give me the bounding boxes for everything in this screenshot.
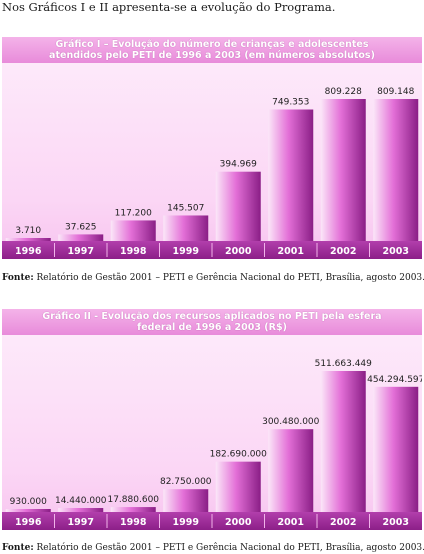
x-tick-label-2000: 2000 (225, 517, 252, 528)
x-tick-label-1996: 1996 (15, 517, 42, 528)
bar-2000 (215, 461, 261, 512)
x-tick-label-1996: 1996 (15, 246, 42, 257)
value-label-2002: 809.228 (325, 87, 362, 97)
x-tick-label-1997: 1997 (68, 517, 94, 528)
value-label-1999: 82.750.000 (160, 477, 212, 487)
source-text: Relatório de Gestão 2001 – PETI e Gerênc… (33, 543, 424, 553)
chart-1-source: Fonte: Relatório de Gestão 2001 – PETI e… (2, 270, 424, 284)
value-label-2003: 809.148 (377, 87, 414, 97)
value-label-1997: 14.440.000 (55, 496, 107, 506)
x-tick-label-2001: 2001 (278, 246, 304, 257)
bar-2000 (215, 171, 261, 241)
source-label: Fonte: (2, 543, 34, 553)
bar-1997 (58, 508, 104, 512)
x-tick-label-1998: 1998 (120, 517, 147, 528)
chart-2-title-line-1: Gráfico II - Evolução dos recursos aplic… (42, 311, 382, 322)
x-tick-label-2001: 2001 (278, 517, 304, 528)
bar-2001 (268, 109, 314, 241)
value-label-2000: 394.969 (220, 160, 257, 170)
value-label-2001: 300.480.000 (262, 417, 320, 427)
value-label-1998: 117.200 (115, 208, 152, 218)
chart-2-source: Fonte: Relatório de Gestão 2001 – PETI e… (2, 540, 424, 554)
bar-2003 (373, 99, 419, 241)
x-tick-label-1999: 1999 (173, 517, 199, 528)
bar-1998 (110, 220, 156, 241)
x-tick-label-2003: 2003 (383, 517, 409, 528)
source-label: Fonte: (2, 273, 34, 283)
value-label-1999: 145.507 (167, 203, 204, 213)
chart-1-title-line-1: Gráfico I – Evolução do número de crianç… (55, 39, 369, 50)
x-tick-label-2002: 2002 (330, 517, 356, 528)
x-tick-label-2002: 2002 (330, 246, 356, 257)
chart-2-title-line-2: federal de 1996 a 2003 (R$) (137, 322, 287, 333)
chart-1: Gráfico I – Evolução do número de crianç… (2, 37, 422, 259)
x-tick-label-1999: 1999 (173, 246, 199, 257)
chart-2-title: Gráfico II - Evolução dos recursos aplic… (2, 309, 422, 335)
value-label-2001: 749.353 (272, 98, 309, 108)
chart-1-title: Gráfico I – Evolução do número de crianç… (2, 37, 422, 63)
bar-1999 (163, 215, 209, 241)
bar-1997 (58, 234, 104, 241)
value-label-2002: 511.663.449 (315, 359, 373, 369)
value-label-1996: 930.000 (10, 497, 47, 507)
bar-1996 (5, 509, 51, 512)
intro-text: Nos Gráficos I e II apresenta-se a evolu… (2, 0, 336, 14)
chart-2-plot-area: 930.000 14.440.000 17.880.600 82.750.000 182… (2, 335, 422, 530)
x-tick-label-1998: 1998 (120, 246, 147, 257)
x-tick-label-1997: 1997 (68, 246, 94, 257)
bar-1998 (110, 507, 156, 512)
bar-2002 (320, 99, 366, 241)
value-label-2000: 182.690.000 (210, 450, 268, 460)
bar-1996 (5, 238, 51, 241)
chart-1-svg: 3.710 37.625 117.200 145.507 394.969 749.353 8… (2, 87, 422, 259)
value-label-2003: 454.294.597 (367, 375, 422, 385)
bar-1999 (163, 489, 209, 512)
bar-2002 (320, 371, 366, 512)
bar-2001 (268, 429, 314, 512)
x-tick-label-2003: 2003 (383, 246, 409, 257)
value-label-1998: 17.880.600 (107, 495, 159, 505)
x-tick-label-2000: 2000 (225, 246, 252, 257)
chart-1-title-line-2: atendidos pelo PETI de 1996 a 2003 (em n… (49, 50, 375, 61)
bar-2003 (373, 386, 419, 512)
chart-2: Gráfico II - Evolução dos recursos aplic… (2, 309, 422, 530)
chart-1-plot-area: 3.710 37.625 117.200 145.507 394.969 749.353 8… (2, 63, 422, 259)
value-label-1996: 3.710 (15, 226, 41, 236)
value-label-1997: 37.625 (65, 222, 97, 232)
source-text: Relatório de Gestão 2001 – PETI e Gerênc… (33, 273, 424, 283)
